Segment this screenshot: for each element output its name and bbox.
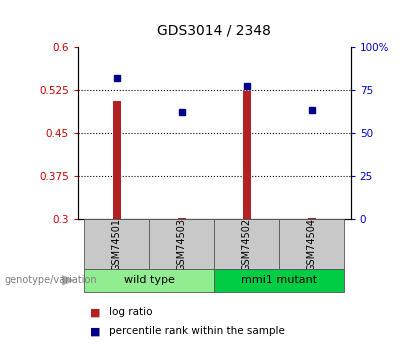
Text: log ratio: log ratio xyxy=(109,307,153,317)
Text: percentile rank within the sample: percentile rank within the sample xyxy=(109,326,285,336)
Text: mmi1 mutant: mmi1 mutant xyxy=(241,275,317,285)
Text: genotype/variation: genotype/variation xyxy=(4,275,97,285)
Text: ■: ■ xyxy=(90,307,101,317)
Polygon shape xyxy=(62,275,75,286)
Bar xyxy=(149,219,214,269)
Bar xyxy=(214,219,279,269)
Text: ■: ■ xyxy=(90,326,101,336)
Bar xyxy=(243,91,251,219)
Bar xyxy=(113,101,121,219)
Bar xyxy=(178,218,186,219)
Bar xyxy=(214,269,344,292)
Bar xyxy=(84,269,214,292)
Text: GSM74502: GSM74502 xyxy=(241,218,252,270)
Text: GSM74503: GSM74503 xyxy=(177,218,187,270)
Bar xyxy=(279,219,344,269)
Text: GSM74504: GSM74504 xyxy=(307,218,317,270)
Bar xyxy=(308,218,315,219)
Bar xyxy=(84,219,149,269)
Text: GSM74501: GSM74501 xyxy=(112,218,122,270)
Text: GDS3014 / 2348: GDS3014 / 2348 xyxy=(157,24,271,38)
Text: wild type: wild type xyxy=(124,275,175,285)
